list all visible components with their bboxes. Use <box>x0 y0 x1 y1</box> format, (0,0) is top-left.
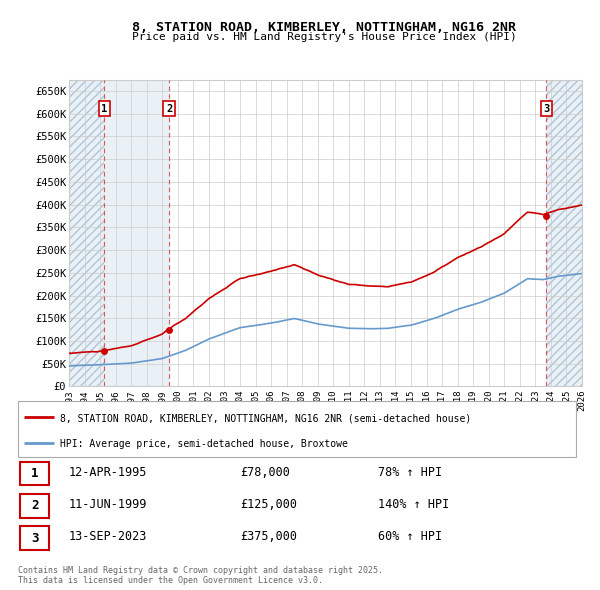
Text: £375,000: £375,000 <box>240 530 297 543</box>
Text: 60% ↑ HPI: 60% ↑ HPI <box>378 530 442 543</box>
Text: HPI: Average price, semi-detached house, Broxtowe: HPI: Average price, semi-detached house,… <box>60 440 348 450</box>
Text: 8, STATION ROAD, KIMBERLEY, NOTTINGHAM, NG16 2NR (semi-detached house): 8, STATION ROAD, KIMBERLEY, NOTTINGHAM, … <box>60 413 471 423</box>
Text: £125,000: £125,000 <box>240 498 297 511</box>
Text: £78,000: £78,000 <box>240 466 290 478</box>
Text: 2: 2 <box>31 499 38 513</box>
Bar <box>69 80 104 386</box>
Text: 11-JUN-1999: 11-JUN-1999 <box>69 498 148 511</box>
FancyBboxPatch shape <box>20 526 49 550</box>
Bar <box>104 80 169 386</box>
FancyBboxPatch shape <box>18 401 576 457</box>
Text: 8, STATION ROAD, KIMBERLEY, NOTTINGHAM, NG16 2NR: 8, STATION ROAD, KIMBERLEY, NOTTINGHAM, … <box>132 21 516 34</box>
FancyBboxPatch shape <box>20 461 49 486</box>
Text: 140% ↑ HPI: 140% ↑ HPI <box>378 498 449 511</box>
Bar <box>546 80 582 386</box>
Text: Contains HM Land Registry data © Crown copyright and database right 2025.
This d: Contains HM Land Registry data © Crown c… <box>18 566 383 585</box>
Text: 12-APR-1995: 12-APR-1995 <box>69 466 148 478</box>
Text: 1: 1 <box>31 467 38 480</box>
Text: Price paid vs. HM Land Registry's House Price Index (HPI): Price paid vs. HM Land Registry's House … <box>131 32 517 42</box>
Bar <box>546 80 582 386</box>
Text: 3: 3 <box>543 104 550 114</box>
Bar <box>69 80 104 386</box>
Text: 2: 2 <box>166 104 172 114</box>
Text: 3: 3 <box>31 532 38 545</box>
FancyBboxPatch shape <box>20 494 49 518</box>
Text: 13-SEP-2023: 13-SEP-2023 <box>69 530 148 543</box>
Text: 78% ↑ HPI: 78% ↑ HPI <box>378 466 442 478</box>
Text: 1: 1 <box>101 104 107 114</box>
